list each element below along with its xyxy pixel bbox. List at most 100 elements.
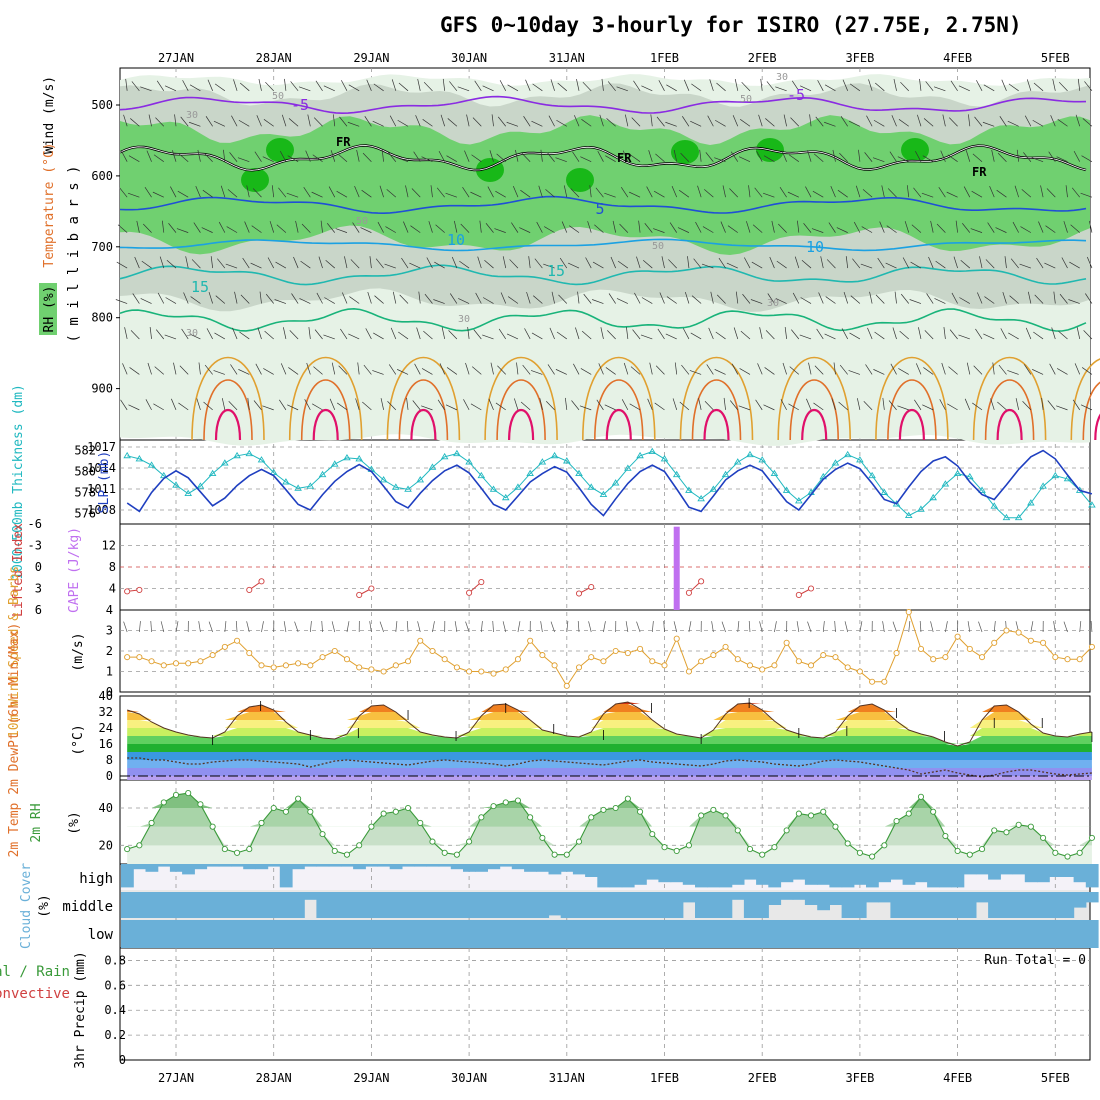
wind-barb <box>622 150 629 162</box>
wind-barb <box>274 299 287 304</box>
wind-barb <box>706 364 714 375</box>
rh-2m-line-point <box>380 810 387 817</box>
wind-barb <box>326 223 336 233</box>
wind-barb <box>1056 156 1068 163</box>
wind-barb <box>885 262 897 269</box>
temp-contour-30 <box>300 379 351 441</box>
wind-barb <box>328 186 336 198</box>
wind-barb <box>134 256 140 269</box>
wind-barb <box>653 190 665 198</box>
wind-barb <box>159 256 165 269</box>
wind-barb <box>1023 364 1032 375</box>
temp-tick: 0 <box>106 769 113 783</box>
freezing-level-line-inner <box>119 145 1087 171</box>
thickness-line-point <box>758 456 766 463</box>
wind-speed-line-point <box>673 635 680 642</box>
temp-tick: 40 <box>99 689 113 703</box>
wind-speed-line-point <box>612 647 619 655</box>
rh-2m-line-point <box>172 791 180 798</box>
wind-barb <box>764 367 775 375</box>
axis-label-rh2m: 2m RH <box>29 803 44 842</box>
wind-barb <box>116 261 128 269</box>
cloud-bar-high <box>780 864 794 883</box>
cloud-bar-high <box>1024 864 1038 883</box>
cloud-bar-low <box>817 920 830 948</box>
wind-barb <box>290 81 299 92</box>
wind-barb <box>140 86 152 92</box>
wind-barb <box>1026 79 1032 91</box>
wind-barb <box>422 119 433 127</box>
temp-contour-35 <box>605 409 632 441</box>
wind-barb <box>473 329 482 340</box>
wind-speed-line-point <box>930 656 937 663</box>
rh-2m-line-point <box>966 851 973 858</box>
axis-label-cloud: Cloud Cover <box>19 863 34 949</box>
wind-barb <box>499 80 507 91</box>
wind-barb <box>744 257 751 269</box>
wind-barb <box>934 298 946 304</box>
rh-contour-label: 50 <box>652 241 664 252</box>
wind-speed-line-point <box>563 682 570 689</box>
wind-barb <box>581 330 592 340</box>
cloud-bar-high <box>1000 864 1014 875</box>
thickness-line-point <box>306 482 315 489</box>
cloud-bar-high <box>316 864 330 867</box>
wind-barb <box>446 367 458 375</box>
wind-barb <box>1016 149 1020 162</box>
cloud-bar-high <box>475 864 488 872</box>
wind-barb <box>498 328 507 340</box>
wind-barb <box>729 400 739 411</box>
rh-core-90 <box>566 168 594 192</box>
wind-barb <box>1056 405 1068 411</box>
wind-barb <box>204 364 213 375</box>
wind-barb <box>435 224 445 233</box>
wind-barb <box>941 362 946 375</box>
wind-barb <box>898 119 909 127</box>
wind-barb <box>313 366 323 375</box>
wind-barb <box>720 221 726 233</box>
wind-barb <box>697 185 702 198</box>
cloud-bar-high <box>133 864 147 870</box>
cloud-bar-low <box>463 920 476 948</box>
wind-speed-line-point <box>746 662 754 669</box>
wind-barb <box>860 263 873 269</box>
wind-barb <box>271 185 275 198</box>
cloud-bar-high <box>756 864 769 885</box>
cloud-bar-middle <box>658 892 672 918</box>
rh-2m-line-point <box>539 834 546 841</box>
wind-barb-10m <box>625 621 629 633</box>
wind-barb <box>128 155 140 163</box>
wind-speed-line-point <box>795 658 802 665</box>
cloud-bar-low <box>548 920 562 948</box>
cloud-bar-middle <box>377 892 391 918</box>
cloud-bar-low <box>695 920 708 948</box>
rh-2m-line-point <box>282 808 289 815</box>
wind-barb <box>329 398 336 411</box>
cloud-bar-high <box>646 864 659 880</box>
wind-barb <box>1008 332 1019 340</box>
rh-2m-line-point <box>319 831 326 838</box>
wind-barb <box>239 331 250 340</box>
cloud-bar-high <box>438 864 452 867</box>
wind-barb <box>178 153 189 162</box>
thickness-line-point <box>978 486 986 493</box>
wind-barb-10m <box>369 621 372 633</box>
wind-barb <box>250 262 262 269</box>
temp-contour-35 <box>898 409 925 441</box>
wind-barb <box>281 114 287 127</box>
rh-2m-line-point <box>832 823 839 830</box>
wind-barb <box>497 116 507 127</box>
wind-barb <box>307 114 311 127</box>
wind-barb-10m <box>1030 621 1034 633</box>
cloud-bar-high <box>707 864 720 888</box>
rh-2m-line-point <box>844 840 851 847</box>
wind-barb <box>375 258 384 269</box>
wind-barb <box>982 121 995 127</box>
wind-barb <box>730 151 739 162</box>
temp-contour-30 <box>203 379 253 441</box>
date-label-bottom: 29JAN <box>353 1071 389 1085</box>
wind-barb <box>130 330 140 340</box>
wind-barb-10m <box>673 621 678 633</box>
rh-2m-line-point <box>783 827 790 834</box>
wind-barb <box>509 259 519 269</box>
